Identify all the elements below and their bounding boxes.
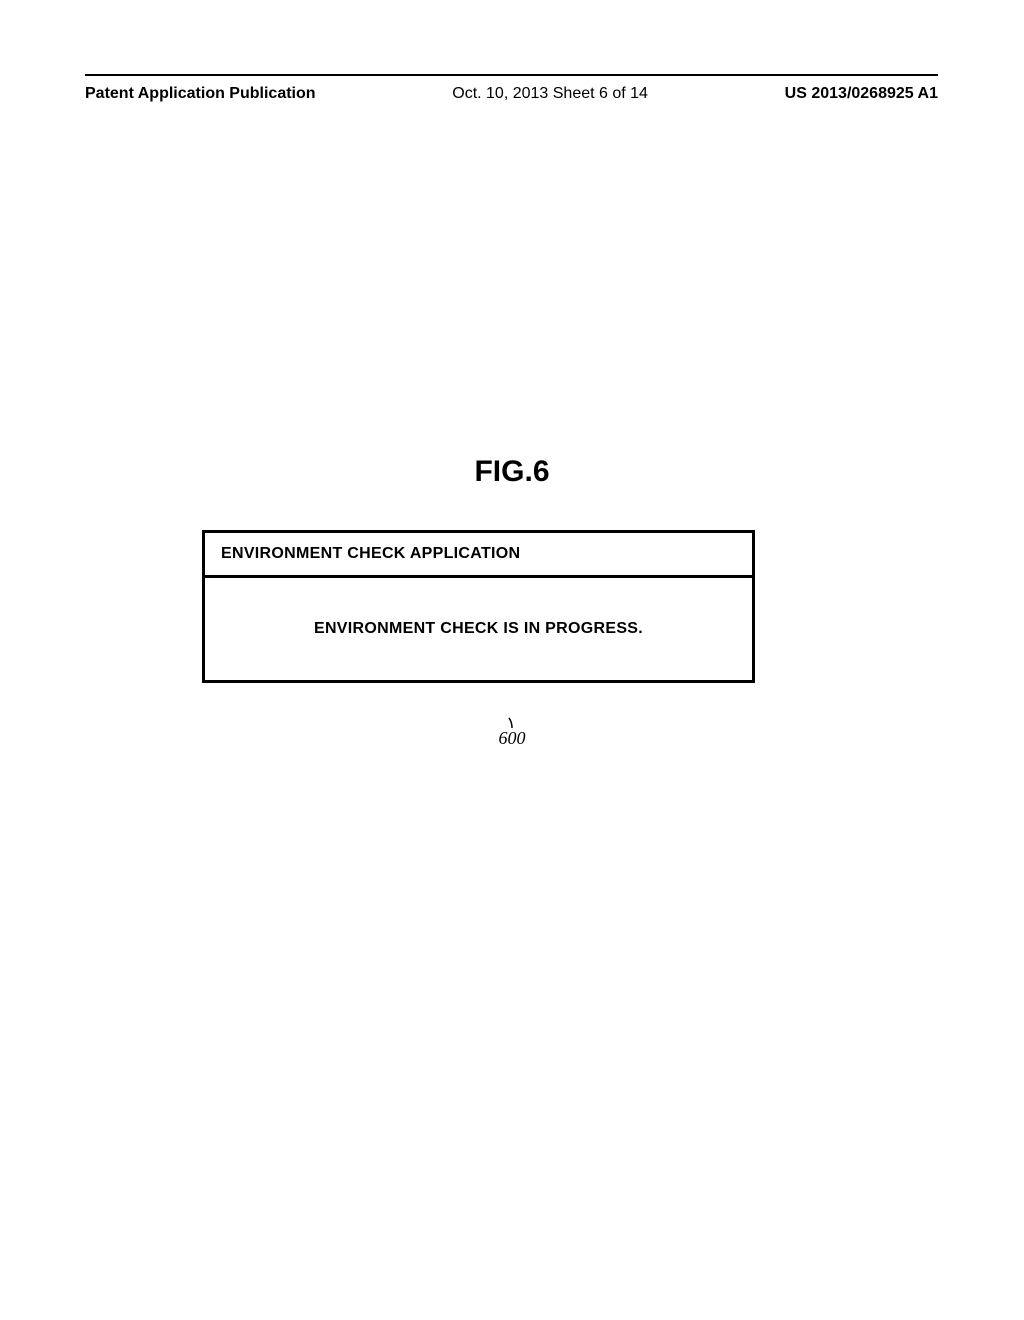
dialog-window: ENVIRONMENT CHECK APPLICATION ENVIRONMEN… xyxy=(202,530,755,683)
publication-type: Patent Application Publication xyxy=(85,85,316,103)
reference-number: 600 xyxy=(499,728,526,749)
sheet-info: Oct. 10, 2013 Sheet 6 of 14 xyxy=(452,85,648,103)
dialog-message: ENVIRONMENT CHECK IS IN PROGRESS. xyxy=(205,578,752,680)
dialog-title: ENVIRONMENT CHECK APPLICATION xyxy=(205,533,752,578)
publication-number: US 2013/0268925 A1 xyxy=(785,85,938,103)
header-divider xyxy=(85,74,938,76)
figure-label: FIG.6 xyxy=(0,455,1024,489)
reference-callout: 600 xyxy=(0,716,1024,749)
page-header: Patent Application Publication Oct. 10, … xyxy=(85,85,938,103)
